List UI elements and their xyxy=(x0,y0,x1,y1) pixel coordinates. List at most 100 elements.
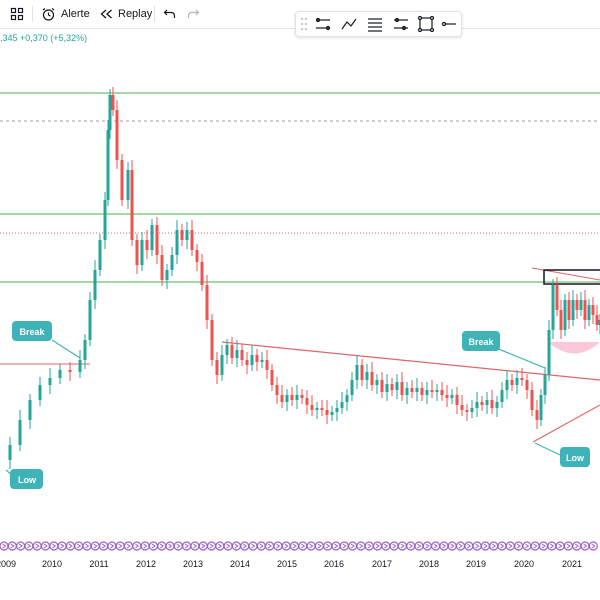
low-callout-2009[interactable]: Low xyxy=(10,469,43,489)
event-marker[interactable] xyxy=(547,541,557,551)
line-tool-icon[interactable] xyxy=(440,15,458,33)
event-marker[interactable] xyxy=(57,541,67,551)
event-marker[interactable] xyxy=(223,541,233,551)
event-marker[interactable] xyxy=(190,541,200,551)
event-marker[interactable] xyxy=(206,541,217,551)
event-marker[interactable] xyxy=(98,541,109,551)
event-marker[interactable] xyxy=(231,541,241,551)
event-marker[interactable] xyxy=(480,541,490,551)
event-marker[interactable] xyxy=(472,541,482,551)
event-marker[interactable] xyxy=(314,541,324,551)
event-marker[interactable] xyxy=(447,541,457,551)
event-marker[interactable] xyxy=(74,541,84,551)
event-marker[interactable] xyxy=(372,541,383,551)
event-marker[interactable] xyxy=(439,541,449,551)
horizontal-lines-tool-icon[interactable] xyxy=(314,15,332,33)
event-marker[interactable] xyxy=(323,541,333,551)
event-marker[interactable] xyxy=(148,541,158,551)
event-marker[interactable] xyxy=(49,541,59,551)
event-marker[interactable] xyxy=(331,541,341,551)
event-marker[interactable] xyxy=(298,541,308,551)
event-marker[interactable] xyxy=(281,541,291,551)
event-marker[interactable] xyxy=(348,541,358,551)
cup-pattern[interactable] xyxy=(548,342,600,354)
zigzag-tool-icon[interactable] xyxy=(340,15,358,33)
event-marker[interactable] xyxy=(82,541,92,551)
alert-button[interactable]: Alerte xyxy=(41,4,90,24)
event-markers-row[interactable] xyxy=(0,541,598,551)
event-marker[interactable] xyxy=(306,541,316,551)
event-marker-glyph xyxy=(400,543,405,549)
event-marker[interactable] xyxy=(588,541,598,551)
rectangle-tool-icon[interactable] xyxy=(417,15,435,33)
replay-button[interactable]: Replay xyxy=(100,4,152,24)
event-marker[interactable] xyxy=(215,541,225,551)
event-marker[interactable] xyxy=(24,541,34,551)
candle-body xyxy=(230,345,234,358)
break-callout-2010[interactable]: Break xyxy=(12,321,52,341)
event-marker[interactable] xyxy=(538,541,549,551)
event-marker[interactable] xyxy=(464,541,474,551)
low-callout-2020[interactable]: Low xyxy=(560,447,590,467)
break-callout-2020[interactable]: Break xyxy=(462,331,500,351)
event-marker[interactable] xyxy=(256,541,266,551)
event-marker[interactable] xyxy=(414,541,424,551)
parallel-channel-tool-icon[interactable] xyxy=(392,15,410,33)
event-marker[interactable] xyxy=(406,541,416,551)
redo-button[interactable] xyxy=(187,4,200,24)
event-marker[interactable] xyxy=(422,541,432,551)
event-marker[interactable] xyxy=(123,541,134,551)
event-marker[interactable] xyxy=(339,541,349,551)
event-marker[interactable] xyxy=(431,541,441,551)
event-marker[interactable] xyxy=(16,541,26,551)
highlight-box[interactable] xyxy=(543,269,600,285)
event-marker[interactable] xyxy=(356,541,366,551)
event-marker[interactable] xyxy=(389,541,399,551)
event-marker[interactable] xyxy=(555,541,565,551)
event-marker[interactable] xyxy=(182,541,192,551)
event-marker[interactable] xyxy=(240,541,250,551)
event-marker[interactable] xyxy=(530,541,540,551)
event-marker[interactable] xyxy=(115,541,125,551)
undo-button[interactable] xyxy=(163,4,176,24)
event-marker[interactable] xyxy=(198,541,208,551)
event-marker[interactable] xyxy=(505,541,515,551)
event-marker[interactable] xyxy=(7,541,17,551)
event-marker[interactable] xyxy=(140,541,150,551)
event-marker[interactable] xyxy=(107,541,117,551)
ascending-trendline[interactable] xyxy=(532,404,600,443)
event-marker[interactable] xyxy=(90,541,100,551)
drag-handle-icon[interactable] xyxy=(299,15,309,33)
event-marker[interactable] xyxy=(32,541,42,551)
event-marker[interactable] xyxy=(513,541,524,551)
event-marker[interactable] xyxy=(40,541,51,551)
event-marker[interactable] xyxy=(522,541,532,551)
event-marker[interactable] xyxy=(289,541,300,551)
descending-trendline[interactable] xyxy=(221,341,600,381)
event-marker[interactable] xyxy=(0,541,9,551)
event-marker[interactable] xyxy=(497,541,507,551)
layout-button[interactable] xyxy=(10,4,24,24)
event-marker[interactable] xyxy=(132,541,142,551)
event-marker[interactable] xyxy=(397,541,407,551)
event-marker[interactable] xyxy=(65,541,76,551)
candle-body xyxy=(500,390,504,402)
time-axis[interactable]: 2009 2010 2011 2012 2013 2014 2015 2016 … xyxy=(0,555,600,575)
event-marker[interactable] xyxy=(265,541,275,551)
event-marker[interactable] xyxy=(489,541,499,551)
event-marker[interactable] xyxy=(381,541,391,551)
event-marker[interactable] xyxy=(455,541,466,551)
event-marker[interactable] xyxy=(273,541,283,551)
event-marker[interactable] xyxy=(364,541,374,551)
event-marker[interactable] xyxy=(248,541,258,551)
event-marker[interactable] xyxy=(157,541,167,551)
event-marker[interactable] xyxy=(563,541,574,551)
event-marker[interactable] xyxy=(580,541,590,551)
text-lines-tool-icon[interactable] xyxy=(366,15,384,33)
event-marker[interactable] xyxy=(173,541,183,551)
candle-body xyxy=(440,390,444,395)
event-marker-glyph xyxy=(483,543,488,549)
event-marker[interactable] xyxy=(165,541,175,551)
event-marker[interactable] xyxy=(572,541,582,551)
